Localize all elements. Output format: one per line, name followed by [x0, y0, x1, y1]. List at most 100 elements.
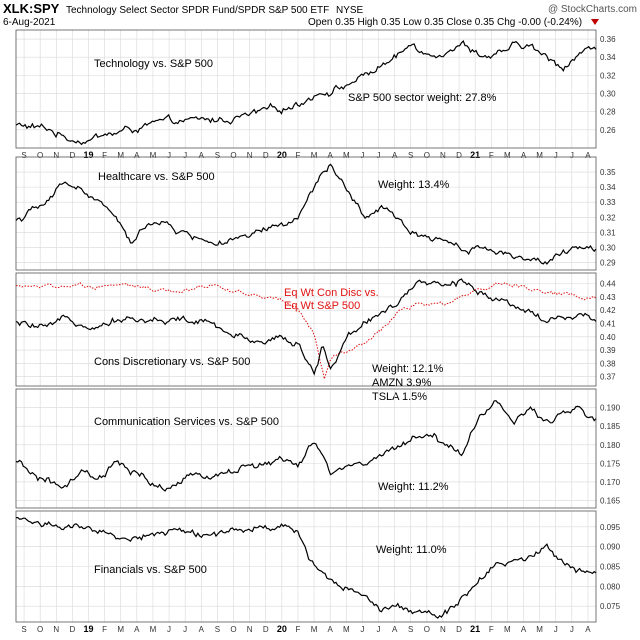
x-tick-month-label: M [117, 625, 124, 634]
panel-border [15, 156, 597, 271]
y-tick-label: 0.34 [600, 53, 616, 62]
y-tick-label: 0.170 [600, 478, 621, 487]
x-tick-month-label: J [167, 151, 171, 160]
x-tick-month-label: J [167, 625, 171, 634]
y-tick-label: 0.085 [600, 563, 621, 572]
x-tick-month-label: D [263, 625, 269, 634]
x-tick-month-label: S [21, 625, 26, 634]
x-tick-month-label: O [424, 151, 430, 160]
series-line [16, 516, 597, 619]
y-tick-label: 0.34 [600, 183, 616, 192]
x-tick-month-label: S [408, 151, 413, 160]
series-line [15, 400, 597, 492]
weight-note: Weight: 11.0% [376, 544, 447, 556]
x-tick-month-label: N [53, 151, 59, 160]
down-arrow-icon [591, 19, 599, 25]
x-tick-month-label: D [263, 151, 269, 160]
y-tick-label: 0.29 [600, 258, 616, 267]
panel-border [15, 29, 597, 149]
x-tick-month-label: F [102, 151, 107, 160]
x-tick-month-label: M [150, 151, 157, 160]
x-tick-month-label: J [183, 151, 187, 160]
series-label: Technology vs. S&P 500 [94, 58, 213, 70]
x-tick-month-label: J [570, 625, 574, 634]
x-tick-month-label: O [424, 625, 430, 634]
x-tick-year-label: 20 [277, 624, 287, 634]
x-tick-month-label: J [360, 151, 364, 160]
x-tick-month-label: J [554, 625, 558, 634]
x-tick-month-label: D [69, 151, 75, 160]
panel-border [15, 272, 597, 387]
weight-note-line: AMZN 3.9% [372, 377, 432, 389]
y-tick-label: 0.31 [600, 228, 616, 237]
x-tick-year-label: 21 [470, 150, 480, 160]
x-tick-month-label: A [327, 625, 333, 634]
y-tick-label: 0.30 [600, 90, 616, 99]
y-tick-label: 0.36 [600, 35, 616, 44]
x-tick-month-label: N [53, 625, 59, 634]
x-tick-month-label: F [489, 151, 494, 160]
y-tick-label: 0.44 [600, 280, 616, 289]
x-tick-month-label: J [554, 151, 558, 160]
y-tick-label: 0.26 [600, 126, 616, 135]
x-tick-month-label: J [377, 625, 381, 634]
y-tick-label: 0.33 [600, 198, 616, 207]
x-tick-year-label: 21 [470, 624, 480, 634]
x-tick-month-label: D [69, 625, 75, 634]
x-tick-month-label: O [37, 151, 43, 160]
x-tick-month-label: A [327, 151, 333, 160]
chart-description: Technology Select Sector SPDR Fund/SPDR … [66, 5, 329, 16]
x-tick-month-label: S [215, 151, 220, 160]
x-tick-month-label: M [311, 151, 318, 160]
chart-watermark: @ StockCharts.com [548, 4, 637, 15]
x-tick-month-label: A [392, 151, 398, 160]
x-tick-month-label: M [343, 625, 350, 634]
x-tick-month-label: D [456, 625, 462, 634]
y-tick-label: 0.075 [600, 602, 621, 611]
chart-date: 6-Aug-2021 [3, 17, 56, 28]
x-tick-month-label: J [360, 625, 364, 634]
y-tick-label: 0.41 [600, 320, 616, 329]
y-tick-label: 0.32 [600, 213, 616, 222]
weight-note: Weight: 13.4% [378, 179, 450, 191]
x-tick-month-label: O [37, 625, 43, 634]
x-tick-month-label: A [199, 625, 205, 634]
x-tick-month-label: F [102, 625, 107, 634]
series-label: Cons Discretionary vs. S&P 500 [94, 356, 250, 368]
overlay-series-line [15, 281, 597, 380]
x-tick-month-label: M [150, 625, 157, 634]
y-tick-label: 0.095 [600, 523, 621, 532]
weight-note-line: TSLA 1.5% [372, 391, 427, 403]
x-tick-month-label: M [504, 151, 511, 160]
x-tick-month-label: A [521, 625, 527, 634]
chart-symbol: XLK:SPY [3, 1, 60, 16]
weight-note-line: Weight: 12.1% [372, 363, 444, 375]
y-tick-label: 0.080 [600, 582, 621, 591]
x-tick-month-label: S [21, 151, 26, 160]
x-tick-month-label: A [134, 625, 140, 634]
x-tick-month-label: S [408, 625, 413, 634]
panel-3: 0.37 0.38 0.39 0.40 0.41 0.42 0.43 0.44 Cons Dis… [15, 272, 616, 403]
y-tick-label: 0.38 [600, 359, 616, 368]
y-tick-label: 0.090 [600, 543, 621, 552]
x-tick-month-label: A [585, 625, 591, 634]
panel-5: 0.075 0.080 0.085 0.090 0.095 Financials vs. … [15, 510, 621, 634]
x-tick-month-label: J [570, 151, 574, 160]
y-tick-label: 0.165 [600, 497, 621, 506]
x-tick-month-label: S [215, 625, 220, 634]
x-tick-month-label: N [440, 151, 446, 160]
x-tick-month-label: O [230, 151, 236, 160]
x-tick-month-label: J [377, 151, 381, 160]
y-tick-label: 0.28 [600, 108, 616, 117]
panel-2: 0.29 0.30 0.31 0.32 0.33 0.34 0.35 Healthcare v… [15, 156, 616, 271]
weight-note: Weight: 11.2% [378, 481, 449, 493]
series-label: Healthcare vs. S&P 500 [98, 171, 215, 183]
x-tick-month-label: F [295, 625, 300, 634]
x-tick-month-label: N [247, 151, 253, 160]
x-tick-month-label: M [504, 625, 511, 634]
x-tick-month-label: A [521, 151, 527, 160]
x-tick-month-label: N [247, 625, 253, 634]
x-tick-month-label: F [295, 151, 300, 160]
y-tick-label: 0.190 [600, 404, 621, 413]
